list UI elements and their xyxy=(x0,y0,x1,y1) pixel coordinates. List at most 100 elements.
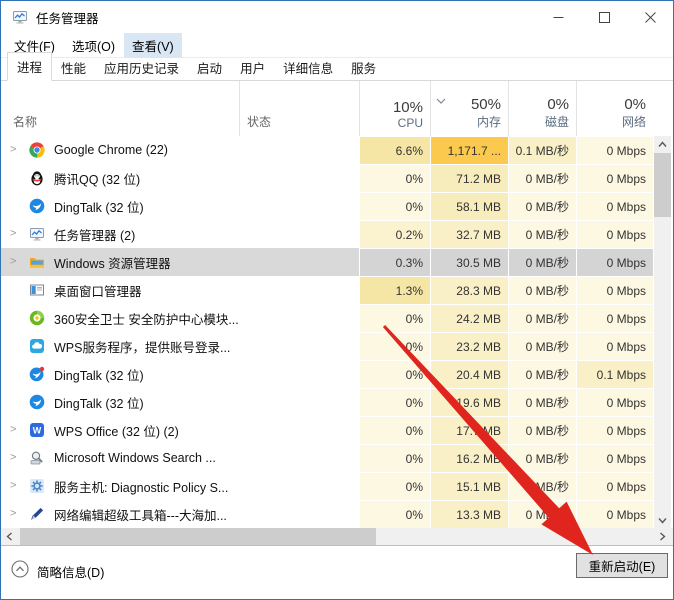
process-name-cell[interactable]: WPS服务程序，提供账号登录... xyxy=(1,332,359,360)
network-cell: 0 Mbps xyxy=(576,220,653,248)
expand-chevron-icon[interactable]: > xyxy=(10,143,17,156)
process-name-cell[interactable]: > 网络编辑超级工具箱---大海加... xyxy=(1,500,359,528)
network-cell: 0 Mbps xyxy=(576,304,653,332)
close-button[interactable] xyxy=(627,1,673,33)
cpu-cell: 0% xyxy=(359,164,430,192)
process-name-cell[interactable]: 360安全卫士 安全防护中心模块... xyxy=(1,304,359,332)
dingtalk-icon xyxy=(29,394,45,410)
process-name-cell[interactable]: 腾讯QQ (32 位) xyxy=(1,164,359,192)
disk-cell: 0 MB/秒 xyxy=(508,220,576,248)
tab-7[interactable]: 服务 xyxy=(351,62,377,76)
column-header-row: 名称 状态 10% CPU 50% 内存 0% 磁盘 0% 网络 xyxy=(1,81,673,136)
process-name-cell[interactable]: DingTalk (32 位) xyxy=(1,388,359,416)
process-row[interactable]: WPS服务程序，提供账号登录... 0% 23.2 MB 0 MB/秒 0 Mbps xyxy=(1,332,653,360)
memory-cell: 19.6 MB xyxy=(430,388,508,416)
minimize-button[interactable] xyxy=(535,1,581,33)
tab-4[interactable]: 启动 xyxy=(197,62,223,76)
tab-2[interactable]: 性能 xyxy=(61,62,87,76)
vertical-scrollbar[interactable] xyxy=(654,136,671,528)
tab-5[interactable]: 用户 xyxy=(240,62,266,76)
process-name-cell[interactable]: > Google Chrome (22) xyxy=(1,136,359,164)
network-cell: 0 Mbps xyxy=(576,500,653,528)
process-name-cell[interactable]: > Microsoft Windows Search ... xyxy=(1,444,359,472)
qq-icon xyxy=(29,170,45,186)
process-row[interactable]: 腾讯QQ (32 位) 0% 71.2 MB 0 MB/秒 0 Mbps xyxy=(1,164,653,192)
process-name-cell[interactable]: > Windows 资源管理器 xyxy=(1,248,359,276)
explorer-icon xyxy=(29,254,45,270)
process-row[interactable]: > W WPS Office (32 位) (2) 0% 17.7 MB 0 MB/秒 0 … xyxy=(1,416,653,444)
cpu-cell: 0% xyxy=(359,472,430,500)
process-name-cell[interactable]: DingTalk (32 位) xyxy=(1,192,359,220)
expand-chevron-icon[interactable]: > xyxy=(10,423,17,436)
gear-icon xyxy=(29,478,45,494)
fewer-details-label: 简略信息(D) xyxy=(37,566,105,580)
scroll-down-icon[interactable] xyxy=(654,512,671,528)
tab-3[interactable]: 应用历史记录 xyxy=(104,62,180,76)
process-name-cell[interactable]: > 任务管理器 (2) xyxy=(1,220,359,248)
process-name-cell[interactable]: DingTalk (32 位) xyxy=(1,360,359,388)
horizontal-scrollbar-thumb[interactable] xyxy=(20,528,376,545)
memory-cell: 20.4 MB xyxy=(430,360,508,388)
memory-cell: 23.2 MB xyxy=(430,332,508,360)
cpu-cell: 0% xyxy=(359,304,430,332)
taskmgr-icon xyxy=(29,226,45,242)
expand-chevron-icon[interactable]: > xyxy=(10,479,17,492)
column-header-cpu[interactable]: 10% CPU xyxy=(359,81,430,136)
process-row[interactable]: > 网络编辑超级工具箱---大海加... 0% 13.3 MB 0 MB/秒 0 Mbps xyxy=(1,500,653,528)
window-title: 任务管理器 xyxy=(36,11,99,26)
chrome-icon xyxy=(29,142,45,158)
restart-button[interactable]: 重新启动(E) xyxy=(576,553,668,578)
process-name-label: Google Chrome (22) xyxy=(54,143,168,157)
process-name-label: 网络编辑超级工具箱---大海加... xyxy=(54,508,227,523)
svg-text:W: W xyxy=(33,426,42,436)
tab-1[interactable]: 进程 xyxy=(7,52,53,81)
network-cell: 0 Mbps xyxy=(576,276,653,304)
scroll-left-icon[interactable] xyxy=(1,528,18,545)
vertical-scrollbar-thumb[interactable] xyxy=(654,153,671,217)
column-header-memory[interactable]: 50% 内存 xyxy=(430,81,508,136)
process-row[interactable]: DingTalk (32 位) 0% 20.4 MB 0 MB/秒 0.1 Mbps xyxy=(1,360,653,388)
process-row[interactable]: DingTalk (32 位) 0% 58.1 MB 0 MB/秒 0 Mbps xyxy=(1,192,653,220)
process-row[interactable]: > 服务主机: Diagnostic Policy S... 0% 15.1 MB 0 … xyxy=(1,472,653,500)
network-cell: 0 Mbps xyxy=(576,192,653,220)
expand-chevron-icon[interactable]: > xyxy=(10,451,17,464)
column-header-network[interactable]: 0% 网络 xyxy=(576,81,653,136)
column-header-disk[interactable]: 0% 磁盘 xyxy=(508,81,576,136)
fewer-details-toggle[interactable]: 简略信息(D) xyxy=(11,560,104,583)
column-header-status[interactable]: 状态 xyxy=(239,81,359,136)
disk-cell: 0 MB/秒 xyxy=(508,500,576,528)
process-row[interactable]: DingTalk (32 位) 0% 19.6 MB 0 MB/秒 0 Mbps xyxy=(1,388,653,416)
menu-item-3[interactable]: 查看(V) xyxy=(124,32,182,58)
process-row[interactable]: > Windows 资源管理器 0.3% 30.5 MB 0 MB/秒 0 Mbps xyxy=(1,248,653,276)
network-cell: 0 Mbps xyxy=(576,136,653,164)
tab-6[interactable]: 详细信息 xyxy=(283,62,334,76)
tab-bar: 进程 性能 应用历史记录 启动 用户 详细信息 服务 xyxy=(1,52,673,81)
disk-cell: 0 MB/秒 xyxy=(508,332,576,360)
horizontal-scrollbar[interactable] xyxy=(1,528,673,545)
network-cell: 0 Mbps xyxy=(576,248,653,276)
scroll-right-icon[interactable] xyxy=(654,528,671,545)
app-icon-task-manager xyxy=(12,9,28,25)
process-name-cell[interactable]: > 服务主机: Diagnostic Policy S... xyxy=(1,472,359,500)
chevron-up-circle-icon xyxy=(11,560,29,583)
menu-item-2[interactable]: 选项(O) xyxy=(71,39,116,54)
process-row[interactable]: 360安全卫士 安全防护中心模块... 0% 24.2 MB 0 MB/秒 0 Mbps xyxy=(1,304,653,332)
process-row[interactable]: 桌面窗口管理器 1.3% 28.3 MB 0 MB/秒 0 Mbps xyxy=(1,276,653,304)
column-header-name[interactable]: 名称 xyxy=(13,115,38,129)
expand-chevron-icon[interactable]: > xyxy=(10,507,17,520)
process-row[interactable]: > 任务管理器 (2) 0.2% 32.7 MB 0 MB/秒 0 Mbps xyxy=(1,220,653,248)
dwm-icon xyxy=(29,282,45,298)
process-name-cell[interactable]: 桌面窗口管理器 xyxy=(1,276,359,304)
expand-chevron-icon[interactable]: > xyxy=(10,227,17,240)
scroll-up-icon[interactable] xyxy=(654,136,671,152)
pen-icon xyxy=(29,506,45,522)
process-name-cell[interactable]: > W WPS Office (32 位) (2) xyxy=(1,416,359,444)
cpu-cell: 0% xyxy=(359,500,430,528)
expand-chevron-icon[interactable]: > xyxy=(10,255,17,268)
menu-item-1[interactable]: 文件(F) xyxy=(14,39,55,54)
process-row[interactable]: > Microsoft Windows Search ... 0% 16.2 MB 0 … xyxy=(1,444,653,472)
memory-cell: 30.5 MB xyxy=(430,248,508,276)
disk-cell: 0 MB/秒 xyxy=(508,388,576,416)
maximize-button[interactable] xyxy=(581,1,627,33)
process-row[interactable]: > Google Chrome (22) 6.6% 1,171.7 ... 0.1 MB… xyxy=(1,136,653,164)
